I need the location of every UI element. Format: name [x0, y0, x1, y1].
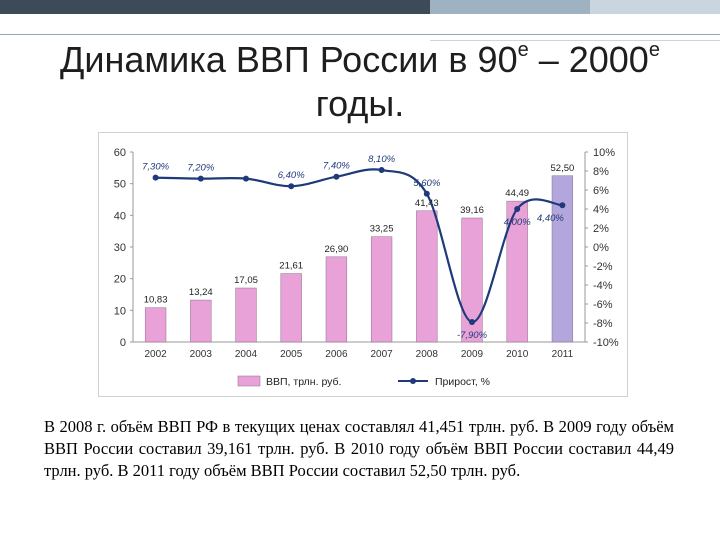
y-right-tick-label: 8% [593, 166, 609, 178]
x-tick-label: 2005 [280, 349, 303, 360]
y-right-tick-label: 0% [593, 242, 609, 254]
bar-value-label: 33,25 [370, 224, 394, 235]
growth-value-label: 7,20% [187, 163, 214, 174]
bar-value-label: 41,43 [415, 198, 439, 209]
y-right-tick-label: -6% [593, 299, 613, 311]
growth-value-label: 4,00% [504, 217, 531, 228]
y-left-tick-label: 20 [114, 274, 126, 286]
bar-value-label: 13,24 [189, 287, 213, 298]
legend-line-marker [410, 378, 416, 384]
legend-bar-label: ВВП, трлн. руб. [266, 376, 341, 388]
bar [416, 210, 438, 343]
x-tick-label: 2003 [190, 349, 213, 360]
y-right-tick-label: -8% [593, 318, 613, 330]
bar-value-label: 44,49 [505, 188, 529, 199]
growth-value-label: 7,40% [323, 161, 350, 172]
y-left-tick-label: 60 [114, 147, 126, 159]
y-right-tick-label: -2% [593, 261, 613, 273]
y-left-tick-label: 10 [114, 305, 126, 317]
header-decor-segment-light [590, 0, 720, 14]
bar-value-label: 17,05 [234, 275, 258, 286]
growth-point [333, 173, 340, 180]
legend-line-label: Прирост, % [435, 376, 490, 388]
bar [280, 273, 302, 343]
growth-point [152, 174, 159, 181]
bar [506, 200, 528, 343]
header-decor-bar [0, 0, 720, 14]
y-right-tick-label: 2% [593, 223, 609, 235]
growth-value-label: 6,40% [278, 170, 305, 181]
x-tick-label: 2004 [235, 349, 258, 360]
slide-caption: В 2008 г. объём ВВП РФ в текущих ценах с… [44, 417, 674, 480]
growth-value-label: 7,30% [142, 162, 169, 173]
x-tick-label: 2006 [325, 349, 348, 360]
growth-point [378, 167, 385, 174]
header-decor-segment-dark [0, 0, 430, 14]
gdp-chart-svg: 0 10 20 30 40 50 60 -10% -8% -6% -4% -2% 0% 2% 4% 6% 8% 1… [98, 132, 628, 397]
x-tick-label: 2010 [506, 349, 529, 360]
slide-title-sup-2: е [648, 39, 660, 61]
header-decor-line-short [430, 40, 720, 41]
growth-point [423, 190, 430, 197]
x-tick-label: 2009 [461, 349, 484, 360]
bar [370, 236, 393, 343]
x-tick-label: 2011 [552, 349, 574, 360]
bar-value-label: 39,16 [460, 205, 484, 216]
bar-value-label: 26,90 [325, 244, 349, 255]
y-left-tick-label: 30 [114, 242, 126, 254]
y-right-tick-label: 10% [593, 147, 615, 159]
header-decor-segment-mid [430, 0, 590, 14]
y-left-tick-label: 50 [114, 179, 126, 191]
gdp-chart: 0 10 20 30 40 50 60 -10% -8% -6% -4% -2% 0% 2% 4% 6% 8% 1… [98, 132, 628, 397]
slide-title-mid: – 2000 [528, 39, 649, 80]
slide-title: Динамика ВВП России в 90е – 2000е годы. [40, 38, 680, 126]
x-tick-label: 2008 [416, 349, 439, 360]
y-left-tick-label: 0 [120, 337, 126, 349]
growth-point [514, 206, 521, 212]
y-right-tick-label: -10% [593, 337, 619, 349]
x-tick-label: 2007 [370, 349, 393, 360]
y-right-tick-label: 6% [593, 185, 609, 197]
y-right-tick-label: -4% [593, 280, 613, 292]
growth-value-label: 4,40% [537, 213, 564, 224]
growth-point [469, 319, 475, 326]
growth-value-label: -7,90% [457, 330, 488, 341]
bar-value-label: 10,83 [144, 295, 168, 306]
growth-point [197, 175, 204, 182]
bar [461, 217, 483, 343]
y-left-tick-label: 40 [114, 210, 126, 222]
y-right-tick-label: 4% [593, 204, 609, 216]
growth-point [288, 183, 295, 190]
legend-bar-swatch [237, 375, 261, 387]
x-tick-label: 2002 [144, 349, 167, 360]
bar [551, 175, 574, 343]
chart-frame [98, 132, 628, 397]
bar-value-label: 21,61 [279, 261, 303, 272]
growth-value-label: 5,60% [413, 178, 440, 189]
bar [325, 256, 348, 343]
growth-point [243, 175, 249, 182]
bar [190, 299, 212, 343]
header-decor-line [0, 34, 720, 35]
bar [144, 307, 167, 343]
slide-title-line-2: годы. [315, 83, 405, 124]
growth-value-label: 8,10% [368, 154, 395, 165]
slide-title-sup-1: е [517, 39, 529, 61]
slide-title-main: Динамика ВВП России в 90 [60, 39, 518, 80]
bar-value-label: 52,50 [551, 163, 575, 174]
growth-point [559, 202, 566, 209]
bar [235, 287, 257, 343]
